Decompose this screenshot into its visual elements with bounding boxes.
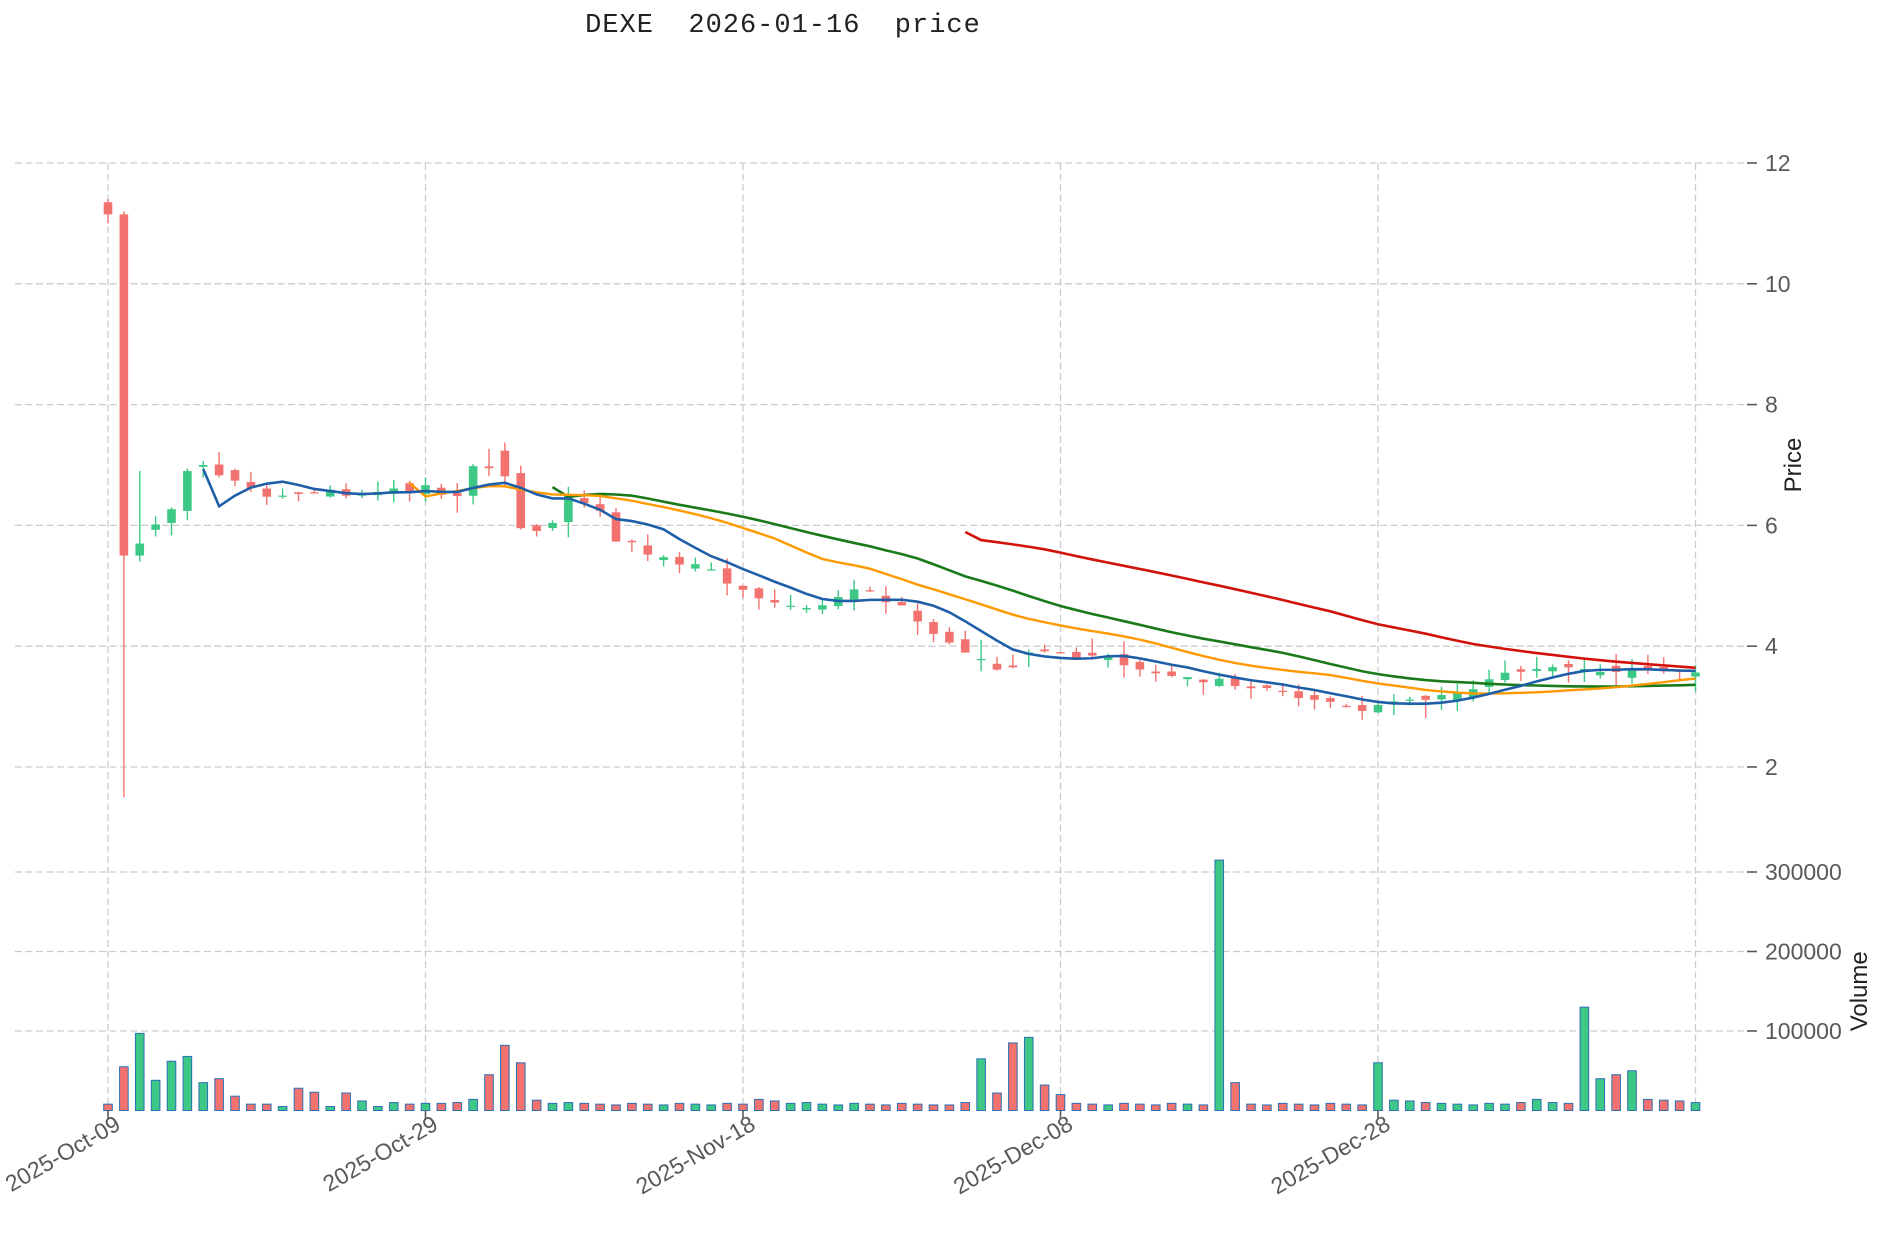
svg-text:2025-Oct-29: 2025-Oct-29 (318, 1110, 442, 1196)
svg-text:8: 8 (1765, 392, 1778, 418)
svg-text:12: 12 (1765, 150, 1791, 176)
svg-text:2025-Nov-18: 2025-Nov-18 (631, 1110, 759, 1199)
svg-text:4: 4 (1765, 633, 1778, 659)
svg-text:100000: 100000 (1765, 1018, 1842, 1044)
svg-text:2: 2 (1765, 754, 1778, 780)
svg-text:2025-Oct-09: 2025-Oct-09 (1, 1110, 125, 1196)
svg-text:2025-Dec-08: 2025-Dec-08 (949, 1110, 1077, 1199)
svg-text:Price: Price (1780, 438, 1807, 493)
svg-text:300000: 300000 (1765, 859, 1842, 885)
svg-text:2025-Dec-28: 2025-Dec-28 (1266, 1110, 1394, 1199)
svg-text:10: 10 (1765, 271, 1791, 297)
svg-text:200000: 200000 (1765, 939, 1842, 965)
svg-text:Volume: Volume (1846, 951, 1873, 1031)
svg-text:6: 6 (1765, 512, 1778, 538)
